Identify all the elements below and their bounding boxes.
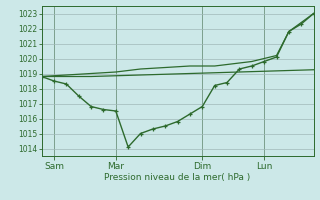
X-axis label: Pression niveau de la mer( hPa ): Pression niveau de la mer( hPa ) xyxy=(104,173,251,182)
